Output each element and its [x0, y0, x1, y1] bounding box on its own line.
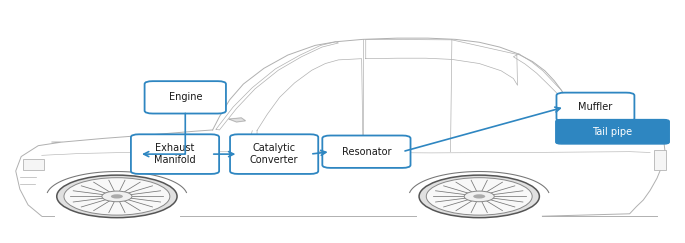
- Text: Resonator: Resonator: [342, 147, 391, 157]
- Circle shape: [426, 178, 532, 215]
- Text: Tail pipe: Tail pipe: [593, 127, 632, 137]
- Polygon shape: [229, 118, 245, 122]
- Text: Muffler: Muffler: [578, 102, 612, 112]
- Circle shape: [464, 191, 495, 202]
- Text: Engine: Engine: [169, 92, 202, 102]
- FancyBboxPatch shape: [131, 134, 219, 174]
- Circle shape: [57, 175, 177, 218]
- Circle shape: [64, 178, 170, 215]
- Bar: [23, 159, 44, 170]
- Text: Exhaust
Manifold: Exhaust Manifold: [154, 143, 196, 165]
- FancyBboxPatch shape: [230, 134, 319, 174]
- Circle shape: [102, 191, 132, 202]
- FancyBboxPatch shape: [556, 93, 634, 122]
- Circle shape: [473, 194, 485, 199]
- Text: Catalytic
Converter: Catalytic Converter: [250, 143, 299, 165]
- FancyBboxPatch shape: [556, 120, 669, 144]
- FancyBboxPatch shape: [323, 136, 410, 168]
- Circle shape: [111, 194, 123, 199]
- FancyBboxPatch shape: [145, 81, 226, 113]
- Bar: [653, 150, 666, 170]
- Circle shape: [419, 175, 539, 218]
